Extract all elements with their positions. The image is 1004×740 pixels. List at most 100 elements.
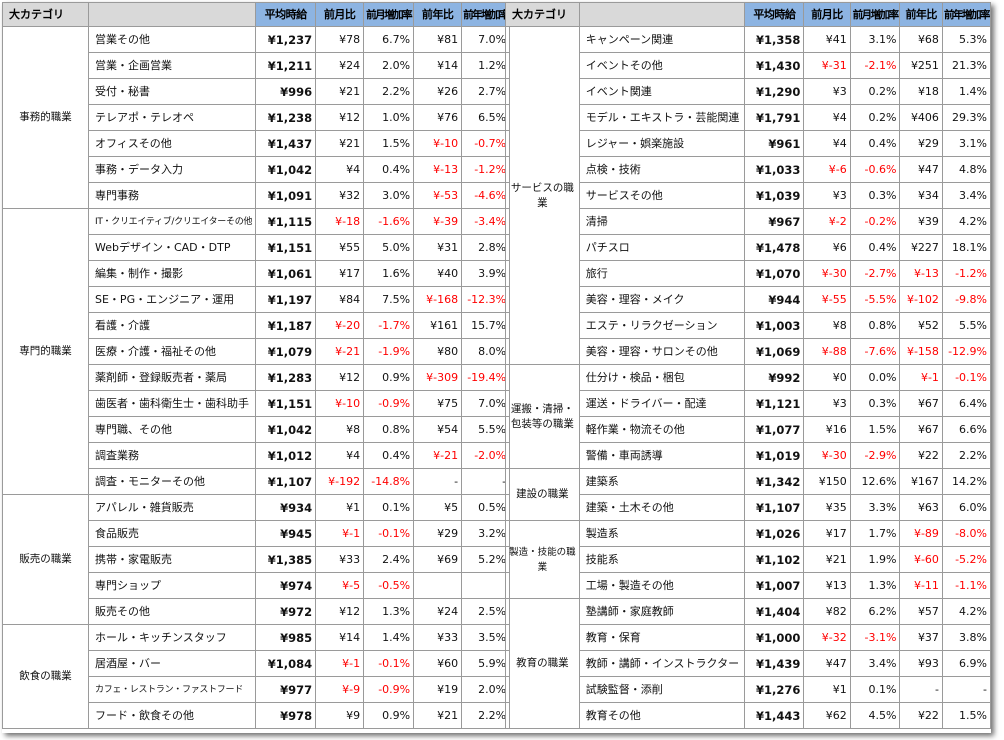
yoy-cell: ¥75 [413, 390, 463, 417]
yoy-rate-cell: 6.4% [941, 390, 992, 417]
yoy-cell: ¥-89 [899, 520, 943, 547]
table-row: 建設の職業 建築系 ¥1,342 ¥150 12.6% ¥167 14.2% [505, 468, 992, 521]
category-cell: 製造・技能の職業 [505, 520, 580, 599]
avg-wage-cell: ¥992 [744, 364, 805, 391]
yoy-cell: ¥-168 [413, 286, 463, 313]
yoy-rate-cell: 5.2% [461, 546, 511, 573]
job-name-cell: 医療・介護・福祉その他 [87, 338, 257, 365]
yoy-cell: ¥39 [899, 208, 943, 235]
mom-rate-cell: 6.7% [363, 26, 415, 53]
avg-wage-cell: ¥1,107 [255, 468, 317, 495]
job-name-cell: 試験監督・添削 [578, 676, 746, 703]
yoy-cell: ¥-102 [899, 286, 943, 313]
table-row: フード・飲食その他 ¥978 ¥9 0.9% ¥21 2.2% [3, 702, 511, 729]
table-row: 居酒屋・バー ¥1,084 ¥-1 -0.1% ¥60 5.9% [3, 650, 511, 677]
table-row: 工場・製造その他 ¥1,007 ¥13 1.3% ¥-11 -1.1% [506, 572, 992, 599]
mom-rate-cell: 0.4% [363, 442, 415, 469]
yoy-rate-header: 前年増加率 [461, 2, 511, 27]
job-name-cell: 軽作業・物流その他 [578, 416, 746, 443]
yoy-cell: ¥22 [899, 702, 943, 729]
mom-rate-cell: 0.8% [363, 416, 415, 443]
job-name-cell: オフィスその他 [87, 130, 257, 157]
yoy-rate-cell: 5.9% [461, 650, 511, 677]
mom-rate-cell: 2.0% [363, 52, 415, 79]
table-row: 専門ショップ ¥974 ¥-5 -0.5% [3, 572, 511, 599]
yoy-rate-cell: 5.5% [941, 312, 992, 339]
avg-wage-cell: ¥1,385 [255, 546, 317, 573]
mom-cell: ¥8 [803, 312, 851, 339]
job-name-cell: 塾講師・家庭教師 [578, 598, 746, 625]
job-name-cell: 販売その他 [87, 598, 257, 625]
mom-cell: ¥33 [315, 546, 365, 573]
yoy-rate-cell: -9.8% [941, 286, 992, 313]
mom-rate-cell: 1.5% [849, 416, 901, 443]
avg-wage-cell: ¥1,084 [255, 650, 317, 677]
avg-wage-cell: ¥1,437 [255, 130, 317, 157]
avg-wage-cell: ¥996 [255, 78, 317, 105]
mom-rate-cell: 0.2% [849, 104, 901, 131]
mom-cell: ¥78 [315, 26, 365, 53]
mom-rate-cell: 12.6% [849, 468, 901, 495]
job-name-cell: テレアポ・テレオペ [87, 104, 257, 131]
mom-rate-cell: -0.5% [363, 572, 415, 599]
table-row: サービスの職業 キャンペーン関連 ¥1,358 ¥41 3.1% ¥68 5.3% [505, 26, 992, 365]
yoy-cell: ¥-39 [413, 208, 463, 235]
table-row: 受付・秘書 ¥996 ¥21 2.2% ¥26 2.7% [3, 78, 511, 105]
mom-rate-cell: -2.1% [849, 52, 901, 79]
category-header: 大カテゴリ [2, 2, 89, 27]
yoy-cell: ¥406 [899, 104, 943, 131]
avg-wage-cell: ¥1,430 [744, 52, 805, 79]
yoy-rate-cell: 4.8% [941, 156, 992, 183]
job-name-cell: Webデザイン・CAD・DTP [87, 234, 257, 261]
mom-cell: ¥-6 [803, 156, 851, 183]
mom-cell: ¥-10 [315, 390, 365, 417]
yoy-rate-cell: 3.4% [941, 182, 992, 209]
avg-wage-cell: ¥1,121 [744, 390, 805, 417]
table-row: 事務・データ入力 ¥1,042 ¥4 0.4% ¥-13 -1.2% [3, 156, 511, 183]
yoy-rate-cell: -1.2% [941, 260, 992, 287]
yoy-rate-cell: 21.3% [941, 52, 992, 79]
mom-cell: ¥47 [803, 650, 851, 677]
mom-rate-cell: 0.4% [849, 234, 901, 261]
job-name-cell: 美容・理容・サロンその他 [578, 338, 746, 365]
job-name-cell: 建築系 [578, 468, 746, 495]
yoy-cell: ¥14 [413, 52, 463, 79]
mom-rate-cell: 0.3% [849, 390, 901, 417]
job-name-cell: パチスロ [578, 234, 746, 261]
yoy-cell: ¥167 [899, 468, 943, 495]
category-cell: 教育の職業 [505, 598, 580, 729]
table-row: 看護・介護 ¥1,187 ¥-20 -1.7% ¥161 15.7% [3, 312, 511, 339]
table-row: 点検・技術 ¥1,033 ¥-6 -0.6% ¥47 4.8% [506, 156, 992, 183]
avg-wage-header: 平均時給 [744, 2, 805, 27]
yoy-rate-cell: 6.0% [941, 494, 992, 521]
mom-rate-cell: 1.3% [363, 598, 415, 625]
job-name-cell: 携帯・家電販売 [87, 546, 257, 573]
avg-wage-cell: ¥978 [255, 702, 317, 729]
mom-rate-cell: 0.1% [849, 676, 901, 703]
yoy-rate-cell: 1.5% [941, 702, 992, 729]
yoy-cell: ¥24 [413, 598, 463, 625]
avg-wage-cell: ¥1,012 [255, 442, 317, 469]
avg-wage-cell: ¥1,443 [744, 702, 805, 729]
mom-cell: ¥3 [803, 390, 851, 417]
mom-cell: ¥0 [803, 364, 851, 391]
yoy-cell: ¥26 [413, 78, 463, 105]
yoy-rate-cell: 4.2% [941, 598, 992, 625]
mom-cell: ¥1 [803, 676, 851, 703]
job-name-cell: 専門事務 [87, 182, 257, 209]
job-name-cell: 営業その他 [87, 26, 257, 53]
mom-rate-cell: 1.3% [849, 572, 901, 599]
table-row: イベントその他 ¥1,430 ¥-31 -2.1% ¥251 21.3% [506, 52, 992, 79]
yoy-rate-cell: 7.0% [461, 390, 511, 417]
yoy-cell: ¥-13 [413, 156, 463, 183]
mom-rate-cell: 6.2% [849, 598, 901, 625]
job-name-cell: 教師・講師・インストラクター [578, 650, 746, 677]
mom-rate-cell: 0.3% [849, 182, 901, 209]
yoy-rate-cell: 8.0% [461, 338, 511, 365]
yoy-rate-cell: 3.5% [461, 624, 511, 651]
yoy-cell: ¥29 [899, 130, 943, 157]
table-row: 営業・企画営業 ¥1,211 ¥24 2.0% ¥14 1.2% [3, 52, 511, 79]
job-name-cell: 教育・保育 [578, 624, 746, 651]
yoy-cell: ¥47 [899, 156, 943, 183]
category-cell: サービスの職業 [505, 26, 580, 365]
